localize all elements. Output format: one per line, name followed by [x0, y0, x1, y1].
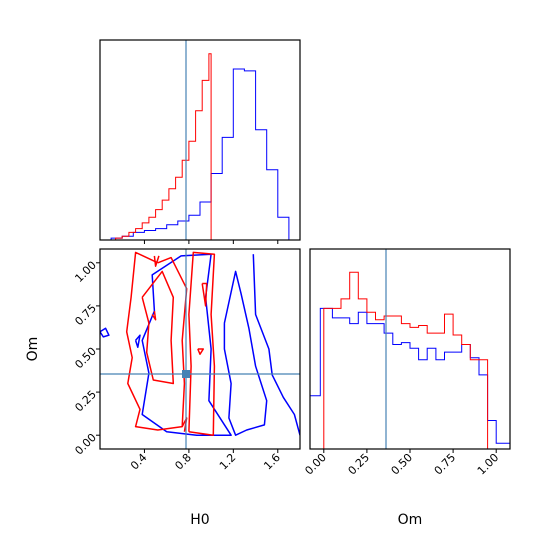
red-contour-5: [197, 348, 205, 355]
joint-contour-panel: 0.4 0.8 1.2 1.6 0.00 0.25 0.50 0.75 1.00 H0 Om: [25, 248, 301, 528]
joint-ylabel: Om: [25, 337, 41, 362]
joint-ytick-label: 0.75: [72, 302, 99, 329]
om-histogram-red-series: [323, 271, 497, 449]
red-contour-4: [201, 282, 208, 307]
om-histogram-frame: [309, 248, 511, 450]
red-contour-8: [181, 417, 188, 432]
om-histogram-blue-series: [310, 307, 510, 449]
red-contour-6: [153, 255, 160, 267]
blue-contour-2: [223, 270, 268, 436]
joint-ytick-label: 0.50: [72, 345, 99, 372]
om-xtick-label: 0.75: [432, 451, 459, 478]
truth-marker: [182, 370, 190, 378]
joint-xtick-label: 0.4: [128, 451, 150, 473]
om-xlabel: Om: [398, 512, 423, 528]
om-xtick-label: 0.00: [302, 451, 329, 478]
joint-xtick-label: 0.8: [172, 451, 194, 473]
joint-ytick-label: 1.00: [72, 259, 99, 286]
om-xtick-label: 0.50: [389, 451, 416, 478]
om-xtick-label: 0.25: [346, 451, 373, 478]
joint-xlabel: H0: [190, 512, 209, 528]
red-contour-1: [125, 251, 188, 431]
joint-ytick-label: 0.25: [72, 388, 99, 415]
h0-histogram-red-series: [115, 53, 212, 240]
blue-contour-3: [252, 254, 300, 436]
h0-histogram-blue-series: [100, 68, 300, 240]
blue-contour-5: [134, 334, 141, 349]
red-contour-7: [151, 310, 157, 321]
red-contour-2: [188, 251, 216, 436]
joint-xtick-label: 1.2: [217, 451, 239, 473]
om-histogram-panel: 0.00 0.25 0.50 0.75 1.00 Om: [302, 248, 511, 528]
joint-ytick-label: 0.00: [72, 431, 99, 458]
h0-histogram-panel: [99, 39, 301, 244]
h0-histogram-frame: [99, 39, 301, 241]
red-contour-3: [141, 270, 175, 385]
blue-contour-4: [100, 327, 110, 338]
joint-xtick-label: 1.6: [261, 451, 283, 473]
om-xtick-label: 1.00: [475, 451, 502, 478]
blue-contour-1: [141, 253, 232, 436]
